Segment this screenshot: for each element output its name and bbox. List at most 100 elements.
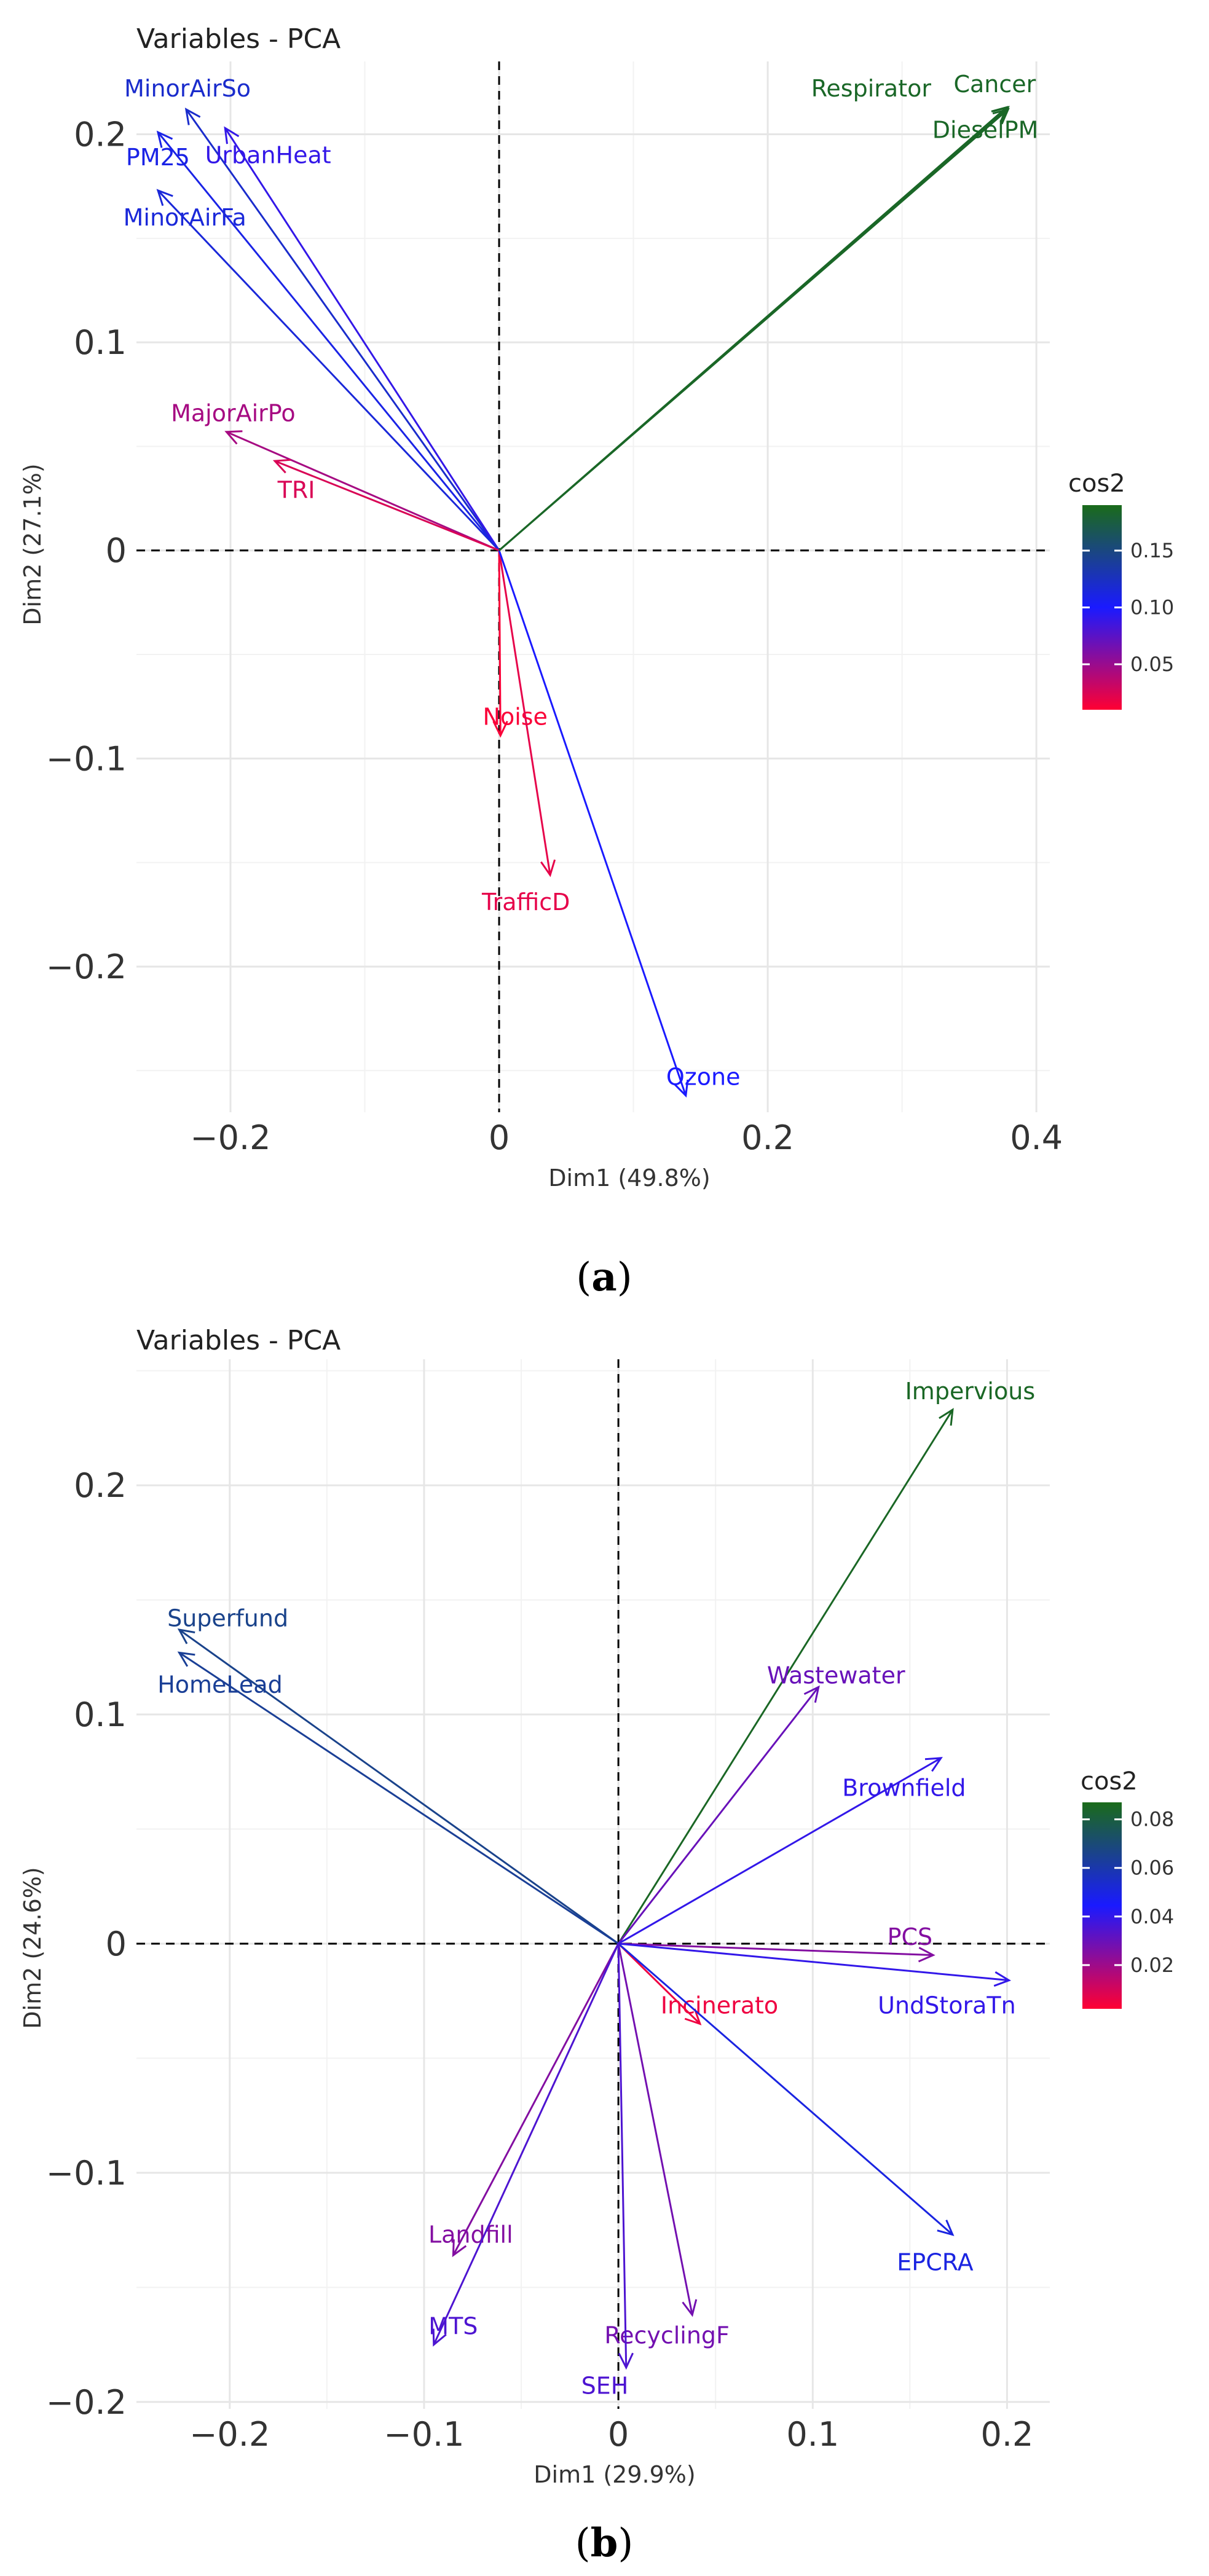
y-axis-title: Dim2 (24.6%) (19, 1867, 46, 2028)
arrow-head (432, 2328, 447, 2347)
variable-label: Superfund (167, 1604, 288, 1632)
y-tick-label: −0.2 (46, 948, 127, 986)
arrow-head (674, 1079, 689, 1098)
arrow-shaft (224, 127, 500, 551)
variable-arrow: Ozone (498, 550, 741, 1098)
arrow-head (156, 130, 173, 148)
arrow-head (492, 720, 508, 738)
panel-b: Variables - PCA −0.2 −0.1 0 0.1 0.2 −0.2 −0.1 0… (19, 1325, 1174, 2566)
arrow-head (272, 458, 291, 474)
legend-tick-label: 0.05 (1130, 653, 1174, 676)
arrow-head (803, 1685, 820, 1703)
y-tick-label: 0.1 (74, 1695, 127, 1734)
variable-label: Wastewater (767, 1662, 905, 1689)
variable-arrow: DieselPM (498, 108, 1039, 551)
arrow-shaft (157, 132, 500, 551)
arrow-head (684, 2008, 702, 2025)
variable-label: Respirator (811, 75, 932, 102)
x-axis-title: Dim1 (29.9%) (534, 2461, 695, 2488)
variable-label: HomeLead (157, 1671, 283, 1698)
legend-title: cos2 (1068, 469, 1125, 498)
variable-arrow: TRI (272, 458, 500, 552)
arrow-head (156, 189, 173, 206)
variable-label: TrafficD (481, 889, 570, 916)
variable-label: PCS (888, 1923, 933, 1950)
arrow-head (993, 1971, 1012, 1987)
arrow-shaft (617, 1409, 954, 1944)
arrow-head (224, 430, 243, 445)
panel-title: Variables - PCA (136, 1325, 341, 1356)
arrow-head (924, 1757, 943, 1772)
variable-label: Landfill (428, 2221, 513, 2248)
variable-label: UrbanHeat (205, 141, 331, 168)
variable-arrow: Brownfield (618, 1757, 966, 1945)
arrow-head (992, 108, 1010, 125)
arrow-head (918, 1947, 935, 1963)
arrow-shaft (498, 550, 551, 876)
variable-label: Impervious (905, 1378, 1036, 1405)
arrow-shaft (433, 1943, 620, 2346)
legend-tick-label: 0.06 (1130, 1856, 1174, 1880)
arrow-shaft (178, 1628, 619, 1945)
variable-label: Ozone (666, 1063, 741, 1090)
plot-area: −0.2 0 0.2 0.4 −0.2 −0.1 0 0.1 0.2 MinorAirSo Urba… (46, 61, 1063, 1157)
arrow-shaft (617, 1943, 628, 2368)
arrow-head (224, 126, 240, 144)
arrow-head (682, 2299, 698, 2317)
variable-label: RecyclingF (604, 2322, 730, 2349)
x-tick-label: −0.2 (190, 1118, 270, 1157)
variable-label: EPCRA (897, 2248, 973, 2276)
arrow-shaft (618, 1942, 934, 1957)
variable-label: Cancer (953, 71, 1036, 98)
x-tick-label: −0.1 (384, 2415, 464, 2454)
arrow-shaft (498, 108, 1009, 551)
y-tick-label: −0.1 (46, 739, 127, 778)
y-tick-label: 0.2 (74, 116, 127, 154)
panel-caption: (b) (575, 2520, 634, 2566)
panel-caption-letter: a (591, 1254, 616, 1300)
variable-label: TRI (277, 477, 315, 504)
variable-label: MajorAirPo (171, 399, 296, 426)
variable-arrow: Wastewater (617, 1662, 905, 1944)
variable-arrow: HomeLead (157, 1651, 619, 1945)
arrow-shaft (618, 1942, 953, 2236)
arrow-shaft (226, 431, 500, 552)
y-tick-label: −0.2 (46, 2383, 127, 2422)
variable-label: MinorAirFa (124, 204, 246, 231)
variable-label: Brownfield (842, 1774, 966, 1801)
arrow-shaft (452, 1943, 620, 2256)
arrow-head (937, 2220, 955, 2236)
legend-tick-label: 0.02 (1130, 1954, 1174, 1977)
variable-label: DieselPM (932, 117, 1039, 144)
x-tick-label: 0.2 (980, 2415, 1033, 2454)
variable-arrow: PM25 (126, 130, 500, 551)
x-tick-label: −0.2 (189, 2415, 270, 2454)
variable-arrow: Landfill (428, 1943, 620, 2258)
variable-arrow: MTS (428, 1943, 620, 2347)
y-tick-label: 0.1 (74, 323, 127, 362)
panel-caption-letter: b (591, 2520, 618, 2566)
variable-label: UndStoraTn (878, 1992, 1016, 2019)
y-tick-label: 0 (106, 1925, 127, 1963)
arrow-head (540, 859, 556, 878)
variable-arrow: UndStoraTn (618, 1942, 1016, 2019)
arrow-shaft (617, 1943, 693, 2315)
y-tick-label: 0 (106, 532, 127, 570)
x-tick-label: 0.1 (786, 2415, 839, 2454)
arrow-head (177, 1651, 195, 1667)
y-tick-label: 0.2 (74, 1466, 127, 1505)
variable-arrow: TrafficD (481, 550, 570, 916)
arrow-head (177, 1628, 195, 1644)
variable-arrow: Respirator (498, 75, 1009, 551)
arrow-shaft (618, 1942, 701, 2025)
variable-arrow: MinorAirSo (124, 75, 500, 551)
legend-tick-label: 0.04 (1130, 1905, 1174, 1928)
panel-title: Variables - PCA (136, 23, 341, 55)
arrow-head (939, 1408, 954, 1426)
variable-arrow: SEH (581, 1943, 634, 2400)
panel-caption: (a) (576, 1254, 632, 1300)
variable-arrow: MajorAirPo (171, 399, 500, 552)
variable-arrow: MinorAirFa (124, 189, 500, 551)
variable-label: SEH (581, 2373, 629, 2400)
